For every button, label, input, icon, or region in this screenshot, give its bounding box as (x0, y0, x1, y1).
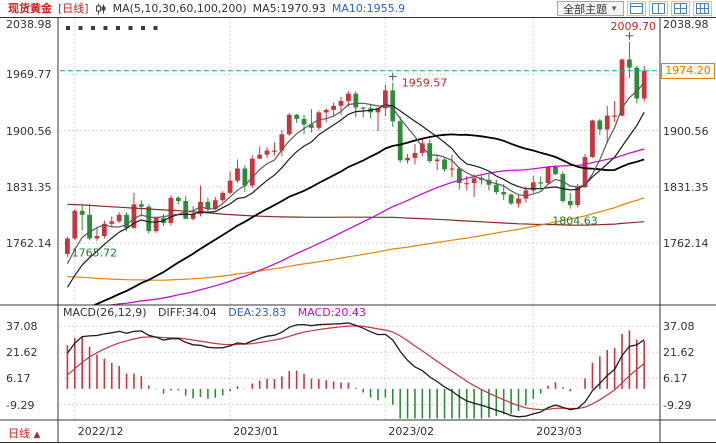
last-price-value: 1974.20 (665, 63, 711, 77)
x-axis-label: 2023/01 (233, 425, 279, 438)
chevron-down-icon: ▼ (610, 4, 618, 13)
y-axis-label: 21.62 (663, 346, 695, 360)
dea-readout: DEA:23.83 (228, 306, 287, 319)
x-axis-label: 2022/12 (77, 425, 124, 438)
macd-readout: MACD:20.43 (297, 306, 366, 319)
ma100-line (67, 197, 645, 281)
themes-dropdown-label: 全部主题 (563, 3, 608, 16)
themes-dropdown-button[interactable]: 全部主题 ▼ (557, 1, 624, 16)
layout-six-pane-icon (696, 3, 709, 14)
ma5-line (66, 82, 645, 265)
ma10-line (66, 104, 645, 288)
y-axis-label: 37.08 (6, 320, 38, 333)
toolbar-actions: 全部主题 ▼ (557, 1, 712, 16)
event-flag-marker (128, 26, 133, 30)
y-axis-label: 1762.14 (663, 237, 709, 251)
y-axis-label: -9.29 (663, 398, 692, 412)
price-annotation: 1765.72 (72, 246, 118, 259)
last-price-tag: 1974.20 (661, 62, 715, 79)
ma200-line (67, 203, 645, 226)
price-annotation: 1804.63 (552, 215, 598, 228)
layout-four-pane-icon (674, 3, 687, 14)
y-axis-label: 21.62 (6, 346, 38, 360)
event-flag-marker (91, 26, 95, 30)
ma10-readout: MA10:1955.9 (331, 2, 406, 15)
symbol-name[interactable]: 现货黄金 (8, 2, 52, 15)
instrument-info: 现货黄金 [日线] MA(5,10,30,60,100,200) MA5:197… (8, 1, 405, 16)
macd-indicator (66, 322, 646, 419)
layout-two-pane-icon (652, 3, 665, 14)
y-axis-label: 37.08 (663, 320, 695, 333)
macd-title: MACD(26,12,9) (63, 306, 147, 319)
event-flag-marker (141, 26, 145, 30)
layout-single-pane-button[interactable] (627, 1, 646, 16)
y-axis-label: 6.17 (663, 372, 688, 386)
layout-single-pane-icon (630, 3, 643, 14)
y-axis-label: 6.17 (6, 372, 31, 386)
layout-two-pane-button[interactable] (649, 1, 668, 16)
price-annotation: 1959.57 (402, 77, 448, 90)
y-axis-label: 1900.56 (663, 124, 709, 138)
layout-four-pane-button[interactable] (671, 1, 690, 16)
kline-indicator-icon[interactable] (95, 3, 107, 15)
dea-line (67, 325, 645, 411)
left-price-axis: 2038.98 1969.77 1900.56 1831.35 1762.14 37.08… (6, 0, 58, 444)
y-axis-label: 1831.35 (663, 180, 709, 194)
price-annotation: 2009.70 (611, 20, 657, 33)
macd-indicator-header[interactable]: MACD(26,12,9) DIFF:34.04 DEA:23.83 MACD:… (63, 306, 366, 319)
ma30-line (93, 133, 645, 305)
x-axis-label: 2023/02 (388, 425, 435, 438)
toolbar: 现货黄金 [日线] MA(5,10,30,60,100,200) MA5:197… (0, 0, 716, 18)
y-axis-label: 1900.56 (6, 124, 52, 138)
y-axis-label: 1831.35 (6, 180, 52, 194)
event-flag-marker (78, 26, 83, 30)
period-tab-daily[interactable]: 日线 ▲ (8, 425, 40, 441)
period-tag[interactable]: [日线] (58, 2, 89, 15)
y-axis-label: 2038.98 (6, 18, 52, 31)
triangle-up-icon: ▲ (33, 430, 41, 440)
ma5-readout: MA5:1970.93 (252, 2, 326, 15)
layout-six-pane-button[interactable] (693, 1, 712, 16)
event-flag-marker (66, 26, 70, 30)
ma60-line (108, 148, 645, 305)
event-flag-marker (153, 26, 158, 30)
event-flag-marker (116, 26, 120, 30)
bottom-bar: 日线 ▲ 2022/12 2023/01 2023/02 2023/03 (0, 421, 716, 443)
y-axis-label: 1969.77 (6, 68, 52, 82)
diff-line (66, 322, 645, 418)
y-axis-label: 2038.98 (663, 18, 709, 31)
event-flag-marker (103, 26, 108, 30)
diff-readout: DIFF:34.04 (158, 306, 217, 319)
ma-settings-label[interactable]: MA(5,10,30,60,100,200) (112, 2, 247, 15)
y-axis-label: -9.29 (6, 398, 35, 412)
x-axis-label: 2023/03 (536, 425, 582, 438)
y-axis-label: 1762.14 (6, 237, 52, 251)
x-axis-labels: 2022/12 2023/01 2023/02 2023/03 (0, 425, 716, 441)
period-tab-label: 日线 (8, 427, 30, 440)
